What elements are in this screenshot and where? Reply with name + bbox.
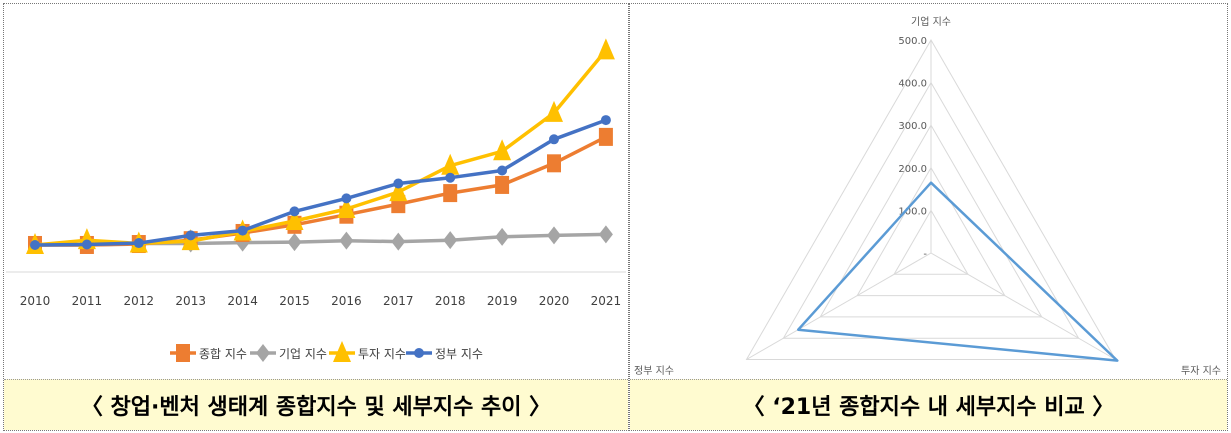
data-point (549, 134, 559, 145)
radar-gridline (782, 81, 1080, 339)
data-point (393, 178, 404, 189)
data-point (237, 225, 248, 236)
line-chart: 2010 2011 2012 2013 2014 2015 2016 2017 2018 2019… (6, 38, 626, 362)
data-point (441, 153, 460, 175)
radial-tick-label: 500.0 (898, 36, 927, 47)
legend-swatch-marker (176, 344, 190, 362)
series-line (34, 49, 608, 247)
data-point (547, 226, 561, 245)
radial-tick-label: 200.0 (898, 164, 927, 175)
radial-tick-label: - (923, 249, 927, 260)
radar-spoke (930, 252, 1116, 360)
left-caption: 〈 창업·벤처 생태계 종합지수 및 세부지수 추이 〉 (4, 379, 628, 430)
left-panel: 2010 2011 2012 2013 2014 2015 2016 2017 2018 2019… (3, 3, 629, 431)
data-point (341, 193, 352, 204)
series-3 (26, 38, 615, 254)
data-point (493, 139, 512, 161)
data-point (445, 172, 456, 183)
data-point (389, 180, 408, 202)
data-point (600, 115, 611, 126)
radar-spoke (746, 252, 932, 360)
legend-swatch-marker (414, 348, 424, 358)
legend-label: 기업 지수 (279, 347, 327, 361)
legend: 종합 지수 기업 지수 투자 지수 정부 지수 (170, 341, 483, 362)
x-tick-label: 2021 (591, 294, 622, 308)
data-point (443, 184, 458, 203)
legend-swatch-marker (333, 341, 351, 362)
data-point (497, 165, 508, 176)
data-point (339, 231, 354, 250)
legend-label: 정부 지수 (435, 347, 483, 361)
data-point (596, 38, 615, 60)
radar-gridline (745, 39, 1117, 360)
data-point (289, 206, 300, 217)
x-tick-label: 2011 (72, 294, 103, 308)
x-tick-label: 2020 (539, 294, 570, 308)
data-point (287, 233, 302, 252)
series-line (34, 118, 607, 247)
x-tick-label: 2017 (383, 294, 414, 308)
x-tick-label: 2016 (331, 294, 362, 308)
x-tick-label: 2015 (279, 294, 310, 308)
data-point (337, 196, 356, 218)
radar-gridline (893, 209, 969, 275)
legend-label: 투자 지수 (358, 347, 406, 361)
data-point (545, 100, 563, 122)
series-2 (28, 225, 613, 254)
data-point (185, 230, 196, 241)
radial-tick-label: 100.0 (898, 206, 927, 217)
series-line (35, 135, 607, 247)
legend-label: 종합 지수 (199, 347, 247, 361)
series-4 (30, 115, 611, 250)
data-point (30, 239, 40, 250)
data-point (133, 238, 144, 249)
data-point (547, 154, 561, 173)
radar-axis-label: 기업 지수 (911, 15, 951, 28)
data-point (81, 239, 92, 250)
radial-tick-label: 400.0 (898, 79, 927, 90)
x-tick-label: 2010 (20, 294, 51, 308)
radar-gridline (856, 166, 1006, 297)
data-point (598, 127, 613, 146)
right-caption: 〈 ‘21년 종합지수 내 세부지수 비교 〉 (630, 379, 1227, 430)
data-point (495, 227, 510, 246)
radar-axis-label: 투자 지수 (1181, 365, 1221, 377)
data-point (443, 231, 458, 250)
data-point (598, 225, 613, 244)
radar-series (796, 181, 1119, 362)
x-tick-label: 2014 (227, 294, 258, 308)
radar-gridline (819, 124, 1043, 318)
data-point (285, 208, 304, 230)
x-tick-label: 2013 (175, 294, 206, 308)
x-tick-label: 2019 (487, 294, 518, 308)
radar-axis-label: 정부 지수 (634, 365, 674, 377)
data-point (391, 232, 406, 251)
radial-tick-label: 300.0 (898, 121, 927, 132)
x-tick-label: 2018 (435, 294, 466, 308)
x-tick-label: 2012 (124, 294, 155, 308)
legend-swatch-marker (256, 344, 270, 362)
data-point (495, 175, 510, 194)
